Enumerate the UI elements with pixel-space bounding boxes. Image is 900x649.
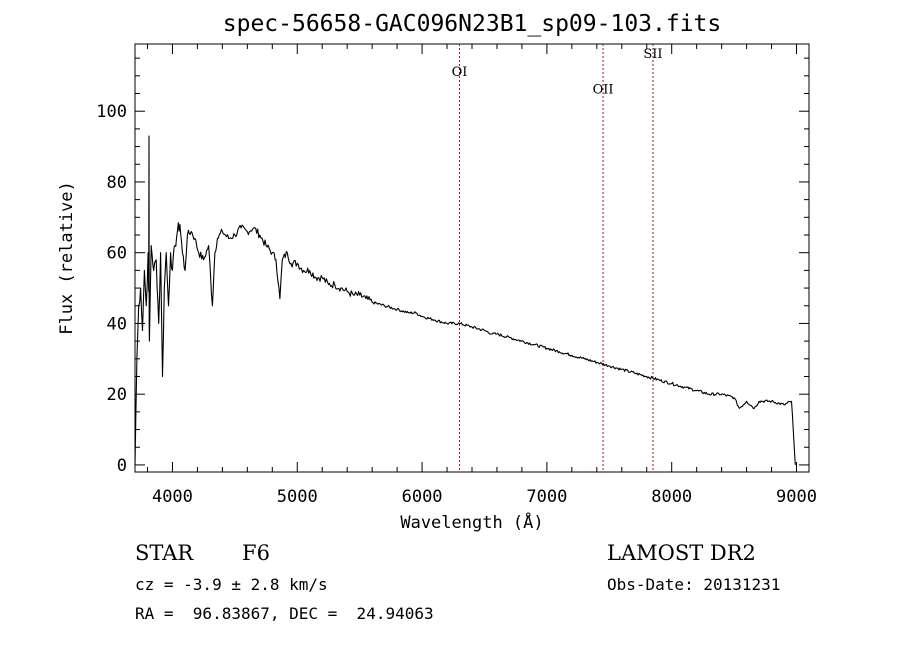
y-tick-label: 80 bbox=[107, 173, 127, 193]
x-tick-label: 5000 bbox=[277, 487, 318, 507]
y-tick-label: 0 bbox=[117, 456, 127, 476]
ref-line-label: SII bbox=[643, 47, 662, 62]
redshift-text: cz = -3.9 ± 2.8 km/s bbox=[135, 575, 328, 594]
y-tick-label: 100 bbox=[96, 102, 127, 122]
y-tick-label: 60 bbox=[107, 244, 127, 264]
x-tick-label: 8000 bbox=[651, 487, 692, 507]
chart-title: spec-56658-GAC096N23B1_sp09-103.fits bbox=[223, 11, 722, 37]
coordinates: RA = 96.83867, DEC = 24.94063 bbox=[135, 604, 434, 623]
x-tick-label: 6000 bbox=[402, 487, 443, 507]
x-tick-label: 9000 bbox=[776, 487, 817, 507]
ref-line-label: OI bbox=[452, 65, 468, 80]
plot-frame bbox=[134, 43, 810, 473]
x-axis-label: Wavelength (Å) bbox=[400, 511, 543, 533]
y-axis-label: Flux (relative) bbox=[57, 181, 77, 335]
survey-name: LAMOST DR2 bbox=[607, 541, 756, 565]
x-tick-label: 7000 bbox=[526, 487, 567, 507]
ref-line-label: OII bbox=[593, 83, 614, 98]
obs-date: Obs-Date: 20131231 bbox=[607, 575, 781, 594]
object-type: STAR bbox=[135, 541, 194, 565]
spectral-subclass: F6 bbox=[242, 541, 270, 565]
x-tick-label: 4000 bbox=[152, 487, 193, 507]
spectrum-line bbox=[134, 135, 796, 465]
axis-ticks: 4000 5000 6000 7000 8000 9000 0 20 40 60 80 100 bbox=[96, 44, 817, 507]
reference-lines: OI OII SII bbox=[452, 44, 663, 472]
y-tick-label: 20 bbox=[107, 385, 127, 405]
y-tick-label: 40 bbox=[107, 314, 127, 334]
